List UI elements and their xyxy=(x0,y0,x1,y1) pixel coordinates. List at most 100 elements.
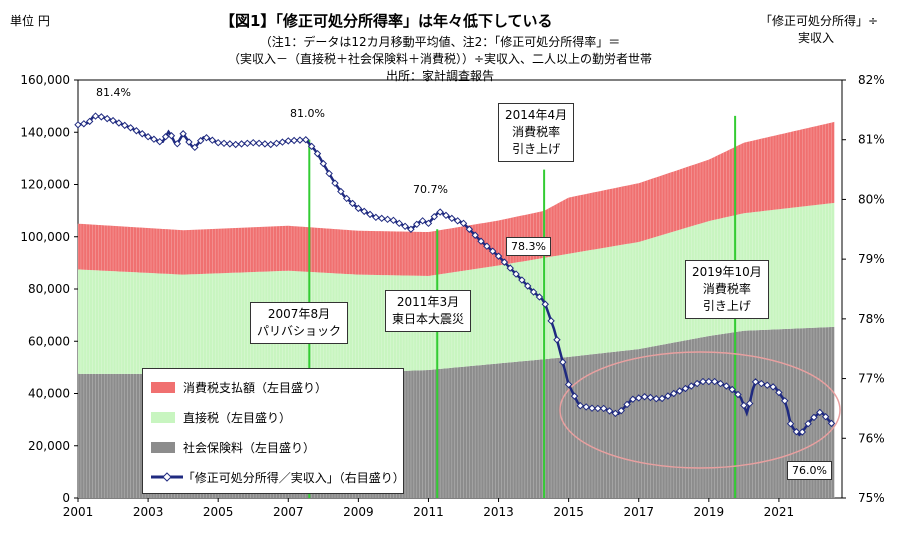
ratio-point xyxy=(775,388,783,397)
label-78-3: 78.3% xyxy=(506,237,551,256)
ratio-point xyxy=(302,136,310,144)
ratio-point xyxy=(202,134,211,142)
annotation-2007-line2: パリバショック xyxy=(257,324,342,338)
right-tick-label: 76% xyxy=(858,431,885,445)
note-line-2: （実収入－（直接税＋社会保険料＋消費税））÷実収入、二人以上の勤労者世帯 xyxy=(227,52,653,66)
ratio-point xyxy=(348,199,357,208)
annotation-2019-line3: 引き上げ xyxy=(702,299,751,313)
legend-swatch-consumption-tax xyxy=(151,381,175,393)
ratio-point xyxy=(827,419,836,428)
ratio-point xyxy=(617,406,625,415)
x-tick-label: 2019 xyxy=(694,505,725,519)
ratio-point xyxy=(231,140,240,149)
ratio-point xyxy=(629,395,637,403)
ratio-point xyxy=(372,213,380,222)
ratio-point xyxy=(675,387,684,395)
right-tick-label: 80% xyxy=(858,192,885,206)
right-tick-label: 79% xyxy=(858,252,885,266)
ratio-point xyxy=(635,394,643,402)
legend-label-social-insurance: 社会保険料（左目盛り） xyxy=(183,440,316,455)
ratio-point xyxy=(693,379,701,388)
label-76-0: 76.0% xyxy=(787,461,832,480)
ratio-point xyxy=(109,116,117,125)
ratio-point xyxy=(494,252,503,260)
ratio-point xyxy=(424,219,433,228)
area-consumption-tax xyxy=(78,121,835,276)
ratio-point xyxy=(342,194,351,203)
ratio-point xyxy=(366,210,374,219)
ratio-point xyxy=(354,204,363,213)
ratio-point xyxy=(588,404,596,412)
ratio-point xyxy=(792,428,801,436)
left-tick-label: 160,000 xyxy=(20,73,70,87)
ratio-point xyxy=(196,137,205,145)
label-81-0: 81.0% xyxy=(290,107,325,120)
left-tick-label: 80,000 xyxy=(28,282,70,296)
ratio-point xyxy=(506,264,514,272)
x-tick-label: 2011 xyxy=(413,505,444,519)
ratio-point xyxy=(278,138,287,146)
ratio-point xyxy=(547,317,555,325)
ratio-point xyxy=(728,385,736,394)
ratio-point xyxy=(623,400,631,409)
ratio-point xyxy=(413,220,421,229)
ratio-point xyxy=(489,247,497,255)
ratio-point xyxy=(150,135,158,143)
left-axis-unit: 単位 円 xyxy=(10,14,50,28)
ratio-point xyxy=(360,207,368,216)
x-tick-label: 2001 xyxy=(63,505,94,519)
ratio-point xyxy=(249,138,257,147)
legend: 消費税支払額（左目盛り） 直接税（左目盛り） 社会保険料（左目盛り） 「修正可処… xyxy=(142,368,405,494)
annotation-2019-line2: 消費税率 xyxy=(702,282,751,296)
ratio-point xyxy=(599,404,608,413)
x-tick-label: 2015 xyxy=(553,505,584,519)
legend-swatch-social-insurance xyxy=(151,441,175,453)
ratio-point xyxy=(85,117,94,126)
ratio-point xyxy=(220,139,228,148)
ratio-point xyxy=(582,403,590,411)
ratio-point xyxy=(576,401,585,410)
ratio-point xyxy=(319,159,328,168)
annotation-2007-line1: 2007年8月 xyxy=(267,307,331,321)
highlight-ellipse xyxy=(559,351,841,469)
annotation-2007-paribas: 2007年8月 パリバショック xyxy=(250,302,349,344)
right-axis-title-2: 実収入 xyxy=(798,31,835,45)
ratio-point xyxy=(810,413,818,422)
annotation-2019-line1: 2019年10月 xyxy=(692,265,762,279)
ratio-point xyxy=(705,377,713,386)
legend-item-consumption-tax: 消費税支払額（左目盛り） xyxy=(151,377,327,397)
ratio-point xyxy=(307,142,316,151)
annotation-2014-line1: 2014年4月 xyxy=(505,108,568,122)
note-line-1: （注1：データは12カ月移動平均値、注2：「修正可処分所得率」＝ xyxy=(259,35,621,49)
ratio-point xyxy=(710,377,719,386)
ratio-point xyxy=(699,377,707,386)
ratio-point xyxy=(570,392,579,400)
chart-title: 【図1】「修正可処分所得率」は年々低下している xyxy=(220,12,553,30)
ratio-point xyxy=(378,214,386,223)
legend-item-ratio: 「修正可処分所得／実収入」（右目盛り） xyxy=(151,467,405,487)
left-tick-label: 0 xyxy=(62,491,70,505)
ratio-point xyxy=(74,121,82,129)
x-tick-label: 2013 xyxy=(483,505,514,519)
ratio-point xyxy=(477,237,485,245)
ratio-point xyxy=(757,379,766,388)
ratio-point xyxy=(208,136,217,144)
ratio-point xyxy=(564,380,573,389)
legend-item-social-insurance: 社会保険料（左目盛り） xyxy=(151,437,315,457)
ratio-point xyxy=(418,217,427,225)
label-70-7: 70.7% xyxy=(413,183,448,196)
ratio-point xyxy=(185,138,193,146)
ratio-point xyxy=(559,358,567,366)
annotation-2011-line2: 東日本大震災 xyxy=(392,312,465,326)
ratio-point xyxy=(290,136,298,145)
legend-label-ratio: 「修正可処分所得／実収入」（右目盛り） xyxy=(182,470,405,485)
annotation-2014-line3: 引き上げ xyxy=(512,142,561,156)
right-tick-label: 77% xyxy=(858,372,885,386)
ratio-point xyxy=(512,270,520,278)
ratio-point xyxy=(500,258,509,266)
annotation-2011-earthquake: 2011年3月 東日本大震災 xyxy=(385,290,472,332)
ratio-point xyxy=(611,409,620,418)
ratio-point xyxy=(734,390,742,399)
left-tick-label: 40,000 xyxy=(28,387,70,401)
ratio-point xyxy=(453,217,462,225)
